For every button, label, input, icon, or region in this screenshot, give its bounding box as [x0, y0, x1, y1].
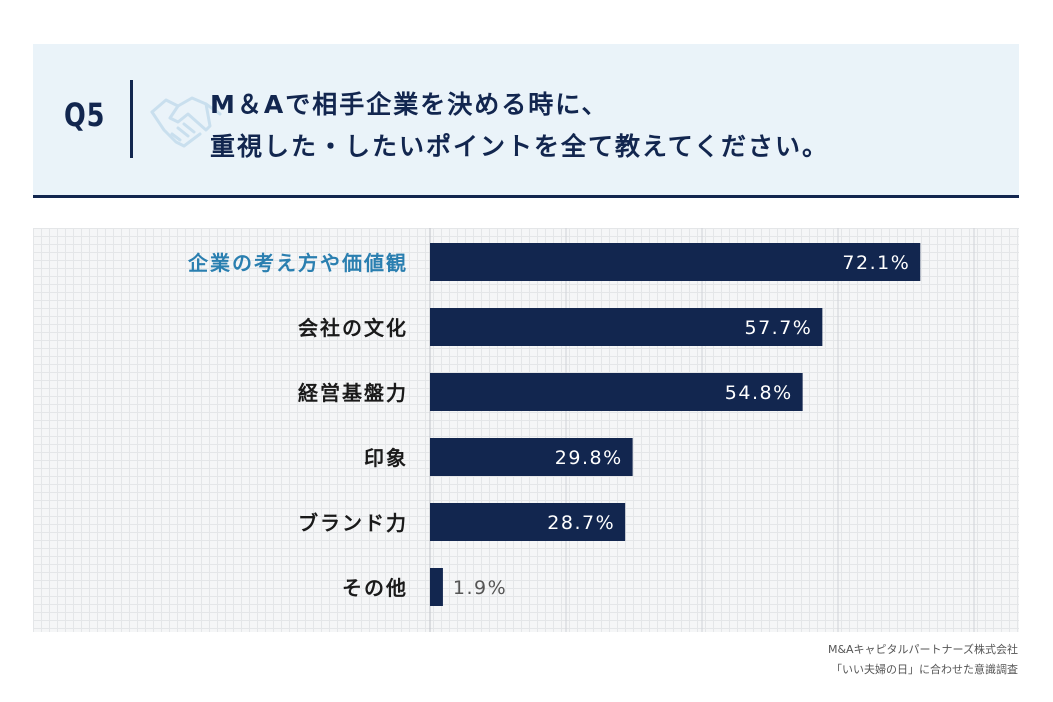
- question-number: Q5: [64, 96, 106, 134]
- value-label: 72.1%: [842, 252, 910, 274]
- source-company: M&Aキャピタルパートナーズ株式会社: [827, 643, 1018, 656]
- header-underline: [33, 195, 1019, 198]
- category-label: 印象: [364, 446, 408, 470]
- value-label: 1.9%: [453, 577, 507, 599]
- category-label: 会社の文化: [298, 316, 408, 340]
- source-survey: 「いい夫婦の日」に合わせた意識調査: [831, 663, 1018, 676]
- bar: [430, 438, 633, 476]
- question-header: [33, 44, 1019, 196]
- value-label: 54.8%: [725, 382, 793, 404]
- question-text: M＆Aで相手企業を決める時に、 重視した・したいポイントを全て教えてください。: [210, 84, 829, 168]
- bar: [430, 503, 626, 541]
- category-label: その他: [342, 576, 408, 600]
- bar: [430, 568, 443, 606]
- category-label: 経営基盤力: [298, 381, 408, 405]
- question-divider: [130, 80, 133, 158]
- bar: [430, 308, 823, 346]
- plot-background: [33, 228, 1019, 632]
- category-label: 企業の考え方や価値観: [187, 251, 408, 275]
- bar: [430, 373, 803, 411]
- value-label: 57.7%: [745, 317, 813, 339]
- value-label: 29.8%: [555, 447, 623, 469]
- source-note: M&Aキャピタルパートナーズ株式会社 「いい夫婦の日」に合わせた意識調査: [828, 640, 1018, 680]
- question-line-1: M＆Aで相手企業を決める時に、: [210, 90, 609, 119]
- category-label: ブランド力: [298, 511, 408, 535]
- bar: [430, 243, 921, 281]
- value-label: 28.7%: [547, 512, 615, 534]
- handshake-icon: [150, 96, 222, 148]
- question-line-2: 重視した・したいポイントを全て教えてください。: [210, 132, 830, 161]
